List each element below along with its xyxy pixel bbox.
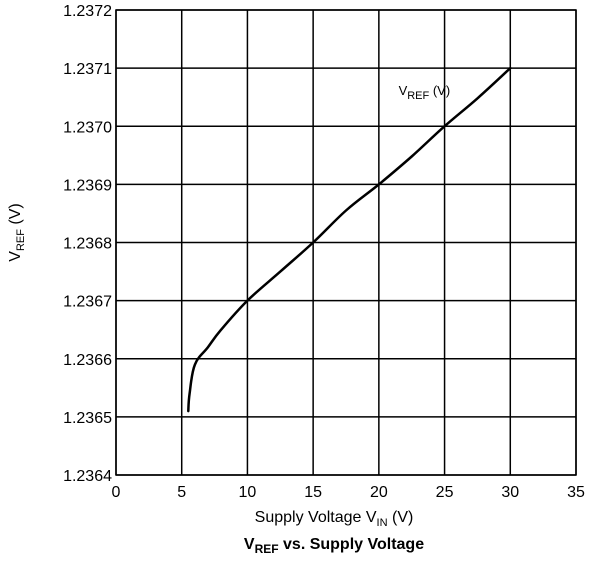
y-tick-labels: 1.2364 1.2365 1.2366 1.2367 1.2368 1.2369 1.23… [63,3,112,485]
series-line [187,66,512,413]
y-axis-label-sub: REF [15,229,27,251]
y-tick-label: 1.2369 [63,177,112,194]
x-tick-label: 15 [304,484,322,501]
x-tick-label: 5 [177,484,186,501]
y-tick-label: 1.2370 [63,119,112,136]
series-annotation-main: V [399,83,408,98]
chart-title-rest: vs. Supply Voltage [279,536,425,553]
y-tick-label: 1.2364 [63,468,112,485]
y-axis-label-rest: (V) [7,203,24,229]
chart-title-main: V [244,536,255,553]
y-tick-label: 1.2366 [63,352,112,369]
y-tick-label: 1.2372 [63,3,112,20]
x-tick-label: 20 [370,484,388,501]
series-annotation-rest: (V) [429,83,450,98]
chart-title: VREF vs. Supply Voltage [244,536,424,556]
y-axis-label-main: V [7,251,24,262]
y-tick-label: 1.2368 [63,236,112,253]
x-tick-labels: 0 5 10 15 20 25 30 35 [112,484,585,501]
x-axis-label: Supply Voltage VIN (V) [255,509,414,529]
chart-title-sub: REF [255,542,279,556]
x-axis-label-sub: IN [377,517,388,529]
plot-frame [115,9,577,476]
y-axis-label: VREF (V) [7,203,27,261]
y-tick-label: 1.2365 [63,410,112,427]
x-tick-label: 35 [567,484,585,501]
x-tick-label: 10 [239,484,257,501]
x-axis-label-rest: (V) [388,509,414,526]
grid [115,9,577,476]
x-tick-label: 0 [112,484,121,501]
x-tick-label: 30 [501,484,519,501]
series-annotation: VREF (V) [399,83,451,102]
x-tick-label: 25 [436,484,454,501]
series-annotation-sub: REF [407,90,429,102]
y-tick-label: 1.2367 [63,294,112,311]
y-tick-label: 1.2371 [63,61,112,78]
x-axis-label-main: Supply Voltage V [255,509,377,526]
